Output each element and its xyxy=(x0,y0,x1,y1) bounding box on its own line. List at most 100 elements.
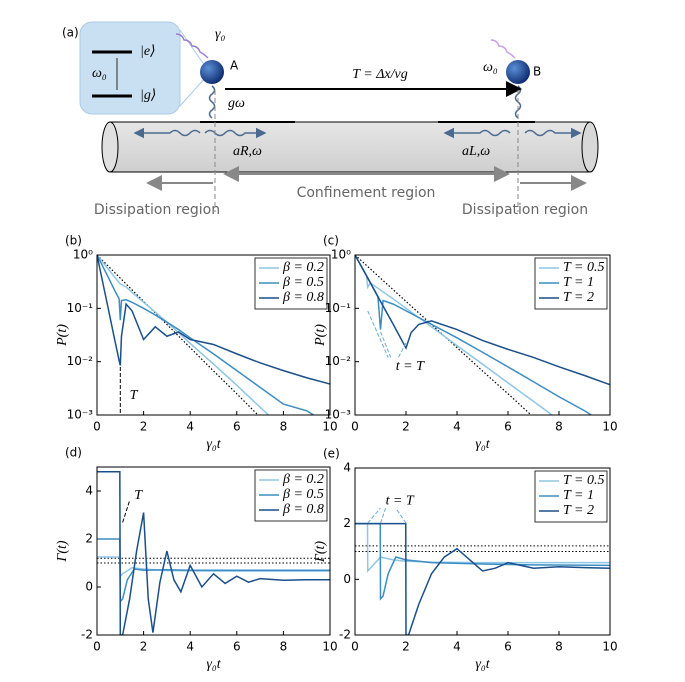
legend-label: β = 0.2 xyxy=(282,260,324,275)
y-axis-label: Γ(t) xyxy=(55,540,70,563)
legend-label: β = 0.8 xyxy=(282,290,324,305)
axes-frame xyxy=(96,466,331,636)
series-line xyxy=(355,522,610,635)
x-tick-label: 8 xyxy=(280,420,288,434)
panel-label: (b) xyxy=(65,234,82,248)
x-tick-label: 0 xyxy=(351,420,359,434)
y-axis-label: Γ(t) xyxy=(313,541,328,564)
legend-label: T = 0.5 xyxy=(563,473,604,488)
x-tick-label: 10 xyxy=(322,640,337,654)
legend-label: T = 0.5 xyxy=(563,260,604,275)
annotation-line xyxy=(367,310,389,358)
y-axis-label: P(t) xyxy=(313,324,328,347)
coupling-wave xyxy=(208,85,216,119)
y-tick-label: 4 xyxy=(343,461,351,475)
y-tick-label: 10⁻¹ xyxy=(325,301,352,315)
legend-label: β = 0.2 xyxy=(282,472,324,487)
omega-b-label: ω₀ xyxy=(483,60,498,75)
atom-a-label: A xyxy=(230,59,239,73)
ground-label: |g⟩ xyxy=(140,88,156,103)
waveguide-end xyxy=(581,121,599,173)
chart: (b) 0 2 4 6 8 10 10⁻³ 10⁻² 10⁻¹ 10⁰ γ₀t P(t) Tβ = 0.2… xyxy=(55,234,337,453)
x-tick-label: 2 xyxy=(140,420,148,434)
y-tick-label: 10⁻³ xyxy=(325,408,352,422)
panel-label: (e) xyxy=(323,447,340,461)
annotation-line xyxy=(367,507,381,524)
x-tick-label: 4 xyxy=(453,640,461,654)
legend-label: β = 0.5 xyxy=(282,275,324,290)
x-tick-label: 10 xyxy=(602,640,617,654)
y-tick-label: 10⁰ xyxy=(331,248,351,262)
x-tick-label: 2 xyxy=(402,420,410,434)
y-tick-label: 2 xyxy=(85,532,93,546)
emission-wave xyxy=(175,33,209,59)
axes-frame xyxy=(354,467,611,636)
x-tick-label: 0 xyxy=(351,640,359,654)
dissipation-label: Dissipation region xyxy=(462,202,588,218)
y-tick-label: 10⁰ xyxy=(73,248,93,262)
x-tick-label: 4 xyxy=(186,640,194,654)
y-tick-label: 0 xyxy=(85,580,93,594)
annotation: t = T xyxy=(386,494,415,509)
y-axis-label: P(t) xyxy=(55,324,70,347)
plot xyxy=(355,522,610,635)
series-line xyxy=(355,255,593,415)
plot xyxy=(355,255,610,415)
x-tick-label: 2 xyxy=(402,640,410,654)
wave-packet xyxy=(204,127,267,139)
plot xyxy=(97,471,330,635)
callout xyxy=(179,77,206,107)
dissipation-label: Dissipation region xyxy=(94,202,220,218)
axes-frame xyxy=(354,254,611,416)
callout xyxy=(179,29,206,67)
gamma-label: γ₀ xyxy=(215,27,226,42)
diagram: (a) |e⟩ |g⟩ ω₀ γ₀ A B ω₀ T = Δx/vg gω aR… xyxy=(62,21,599,218)
x-axis-label: γ₀t xyxy=(475,437,490,452)
reference-line xyxy=(355,255,533,415)
y-tick-label: 10⁻¹ xyxy=(67,301,94,315)
mode-right-label: aR,ω xyxy=(233,144,262,159)
y-tick-label: 2 xyxy=(343,516,351,530)
panel-label: (c) xyxy=(323,234,339,248)
series-line xyxy=(97,255,330,385)
series-line xyxy=(355,522,610,573)
legend-label: T = 2 xyxy=(563,503,594,518)
legend-label: β = 0.8 xyxy=(282,502,324,517)
atom-b-label: B xyxy=(533,65,541,79)
legend-label: T = 1 xyxy=(563,488,594,503)
y-tick-label: -2 xyxy=(81,628,93,642)
confinement-label: Confinement region xyxy=(297,185,436,201)
legend-label: T = 1 xyxy=(563,275,594,290)
legend-box xyxy=(254,257,328,310)
x-tick-label: 8 xyxy=(555,420,563,434)
atom-a xyxy=(200,60,224,84)
series-line xyxy=(97,255,270,415)
atom-b xyxy=(506,60,530,84)
annotation: T xyxy=(130,388,139,403)
x-tick-label: 4 xyxy=(453,420,461,434)
annotation: T xyxy=(134,488,143,503)
excited-label: |e⟩ xyxy=(140,44,156,59)
annotation: t = T xyxy=(396,359,425,374)
x-tick-label: 0 xyxy=(93,420,101,434)
x-axis-label: γ₀t xyxy=(475,657,490,672)
annotation-line xyxy=(380,331,392,358)
x-tick-label: 6 xyxy=(504,640,512,654)
legend-label: T = 2 xyxy=(563,290,594,305)
x-tick-label: 6 xyxy=(504,420,512,434)
annotation-line xyxy=(380,507,387,524)
wave-packet xyxy=(443,127,511,139)
y-tick-label: 10⁻² xyxy=(67,354,94,368)
y-tick-label: 0 xyxy=(343,572,351,586)
coupling-label: gω xyxy=(228,96,245,111)
x-axis-label: γ₀t xyxy=(206,657,221,672)
legend-label: β = 0.5 xyxy=(282,487,324,502)
level-box xyxy=(79,21,181,115)
annotation-line xyxy=(122,500,131,523)
delay-label: T = Δx/vg xyxy=(352,67,408,82)
x-tick-label: 10 xyxy=(322,420,337,434)
series-line xyxy=(97,255,316,415)
